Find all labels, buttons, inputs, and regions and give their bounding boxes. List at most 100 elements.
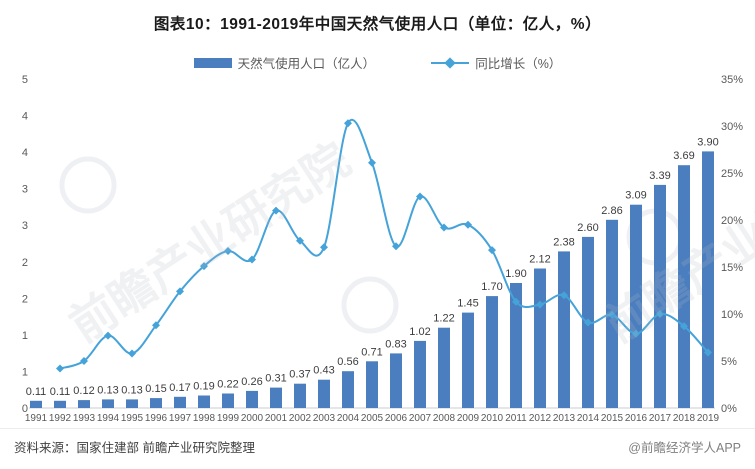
left-axis-tick: 1 [22,330,28,342]
growth-marker [248,255,256,264]
bar-2009 [462,312,474,408]
legend-item-population: 天然气使用人口（亿人） [193,53,376,72]
growth-marker [584,318,592,327]
bar-2019 [702,151,714,408]
bar-swatch-icon [193,57,232,68]
bar-2017 [654,184,666,408]
bar-value-label: 0.11 [50,386,71,398]
bar-value-label: 1.45 [457,298,478,310]
bar-2013 [558,251,570,408]
footer: 资料来源：国家住建部 前瞻产业研究院整理 @前瞻经济学人APP [14,437,741,456]
bar-1991 [30,400,42,408]
growth-marker [344,119,352,128]
growth-marker [560,291,568,300]
growth-marker [224,247,232,255]
growth-marker [440,223,448,232]
bar-1997 [174,396,186,408]
x-axis-year-label: 2007 [409,413,432,424]
x-axis-year-label: 2010 [481,413,504,424]
bar-2001 [270,387,282,408]
x-axis-year-label: 2003 [313,413,336,424]
source-note: 资料来源：国家住建部 前瞻产业研究院整理 [14,441,255,455]
x-axis-year-label: 2006 [385,413,408,424]
x-axis-year-label: 2002 [289,413,312,424]
bar-value-label: 0.13 [97,384,118,396]
x-axis-year-label: 2015 [601,413,624,424]
bar-1992 [54,400,66,408]
credit-note: @前瞻经济学人APP [628,441,741,455]
bar-1995 [126,399,138,408]
left-axis-tick: 4 [22,147,28,159]
bar-value-label: 0.17 [169,382,190,394]
growth-marker [512,297,520,306]
bar-value-label: 3.69 [673,150,694,162]
growth-line [59,119,709,370]
growth-marker [488,246,496,255]
chart-title: 图表10：1991-2019年中国天然气使用人口（单位：亿人，%） [153,16,602,33]
bar-2002 [294,383,306,408]
growth-marker [56,364,64,373]
growth-marker [608,310,616,319]
growth-marker [200,262,208,271]
growth-marker [272,206,280,215]
left-axis-tick: 4 [22,111,28,123]
x-axis-year-label: 1998 [193,413,216,424]
growth-marker [536,300,544,309]
bar-value-label: 1.02 [409,326,430,338]
x-axis-year-label: 2017 [649,413,672,424]
x-axis-year-label: 2016 [625,413,648,424]
legend: 天然气使用人口（亿人） 同比增长（%） [0,53,755,72]
bar-2008 [438,327,450,408]
growth-marker [464,220,472,229]
bar-value-label: 0.12 [73,385,94,397]
bar-value-label: 0.56 [337,356,358,368]
bar-2006 [390,353,402,408]
right-axis-tick: 20% [721,215,743,227]
x-axis-year-label: 1999 [217,413,240,424]
legend-item-growth: 同比增长（%） [431,53,561,72]
bar-value-label: 2.12 [529,254,550,266]
growth-marker [416,192,424,201]
bar-value-label: 0.13 [121,384,142,396]
bar-value-label: 3.90 [697,136,718,148]
bar-value-label: 0.31 [265,373,286,385]
x-axis-year-label: 2014 [577,413,600,424]
bar-value-label: 2.38 [553,236,574,248]
bar-value-label: 0.26 [241,376,262,388]
x-axis-year-label: 2013 [553,413,576,424]
bar-value-label: 3.39 [649,170,670,182]
x-axis-year-label: 1992 [49,413,72,424]
growth-marker [104,331,112,340]
right-axis-tick: 10% [721,309,743,321]
bar-value-label: 0.37 [289,369,310,381]
bar-value-label: 1.70 [481,281,502,293]
growth-marker [632,329,640,338]
x-axis-year-label: 2000 [241,413,264,424]
x-axis-year-label: 2001 [265,413,288,424]
x-axis-year-label: 2009 [457,413,480,424]
legend-label-population: 天然气使用人口（亿人） [237,57,376,71]
bar-1998 [198,395,210,408]
x-axis-year-label: 2005 [361,413,384,424]
bar-value-label: 0.11 [26,386,47,398]
watermark-logo [59,156,117,214]
left-axis-tick: 2 [22,257,28,269]
bar-2010 [486,296,498,408]
x-axis-year-label: 1994 [97,413,120,424]
bar-value-label: 2.86 [601,205,622,217]
left-axis-tick: 1 [22,366,28,378]
growth-marker [656,310,664,318]
growth-marker [368,158,376,167]
growth-marker [296,236,304,245]
left-axis-tick: 2 [22,293,28,305]
x-axis-year-label: 2004 [337,413,360,424]
x-axis-year-label: 2012 [529,413,552,424]
growth-marker [176,287,184,296]
growth-marker [392,242,400,251]
bar-1999 [222,393,234,408]
bar-value-label: 2.60 [577,222,598,234]
footer-divider [0,428,755,429]
line-swatch-icon [431,56,470,69]
